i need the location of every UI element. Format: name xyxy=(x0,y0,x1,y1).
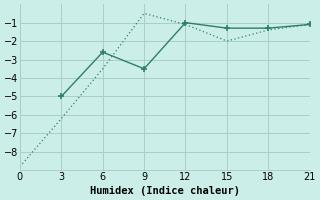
X-axis label: Humidex (Indice chaleur): Humidex (Indice chaleur) xyxy=(90,186,240,196)
